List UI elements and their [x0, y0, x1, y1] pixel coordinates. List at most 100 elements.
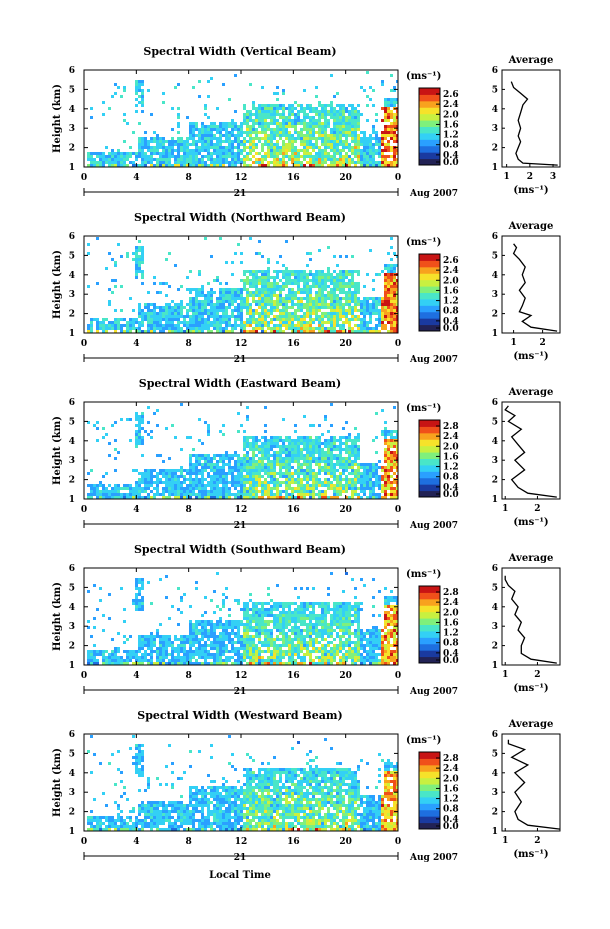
heatmap-cell — [360, 484, 363, 487]
heatmap-cell — [318, 321, 321, 324]
heatmap-cell — [213, 472, 216, 475]
heatmap-cell — [348, 457, 351, 460]
heatmap-cell — [279, 439, 282, 442]
heatmap-cell — [135, 321, 138, 324]
heatmap-cell — [249, 466, 252, 469]
heatmap-cell — [201, 650, 204, 653]
heatmap-cell — [285, 484, 288, 487]
heatmap-cell — [114, 152, 117, 155]
heatmap-cell — [192, 330, 195, 333]
heatmap-cell — [195, 493, 198, 496]
heatmap-cell — [324, 466, 327, 469]
heatmap-cell — [165, 653, 168, 656]
heatmap-cell — [258, 270, 261, 273]
heatmap-cell — [387, 140, 390, 143]
heatmap-cell — [387, 264, 390, 267]
y-tick-label: 2 — [69, 310, 75, 320]
heatmap-cell — [318, 460, 321, 463]
heatmap-cell — [159, 656, 162, 659]
heatmap-cell — [372, 125, 375, 128]
heatmap-cell — [135, 152, 138, 155]
heatmap-cell — [234, 484, 237, 487]
heatmap-cell — [306, 297, 309, 300]
heatmap-cell — [312, 110, 315, 113]
heatmap-cell — [126, 321, 129, 324]
heatmap-cell — [228, 149, 231, 152]
heatmap-cell — [303, 137, 306, 140]
heatmap-cell — [306, 439, 309, 442]
heatmap-cell — [171, 164, 174, 167]
heatmap-cell — [366, 143, 369, 146]
heatmap-cell — [153, 327, 156, 330]
heatmap-cell — [93, 161, 96, 164]
heatmap-cell — [249, 285, 252, 288]
heatmap-cell — [198, 321, 201, 324]
heatmap-cell — [219, 478, 222, 481]
heatmap-cell — [354, 481, 357, 484]
heatmap-cell — [318, 110, 321, 113]
heatmap-cell — [384, 294, 387, 297]
heatmap-cell — [384, 421, 387, 424]
heatmap-cell — [393, 149, 396, 152]
heatmap-cell — [387, 330, 390, 333]
heatmap-cell — [192, 463, 195, 466]
heatmap-cell — [360, 143, 363, 146]
heatmap-cell — [264, 113, 267, 116]
heatmap-cell — [300, 448, 303, 451]
heatmap-cell — [213, 134, 216, 137]
heatmap-cell — [336, 303, 339, 306]
heatmap-cell — [291, 460, 294, 463]
heatmap-cell — [168, 641, 171, 644]
heatmap-cell — [201, 496, 204, 499]
heatmap-cell — [396, 161, 398, 164]
heatmap-cell — [327, 472, 330, 475]
heatmap-cell — [333, 487, 336, 490]
heatmap-cell — [225, 161, 228, 164]
heatmap-cell — [243, 487, 246, 490]
heatmap-cell — [243, 300, 246, 303]
heatmap-cell — [240, 131, 243, 134]
heatmap-cell — [297, 270, 300, 273]
heatmap-cell — [168, 312, 171, 315]
heatmap-cell — [135, 424, 138, 427]
heatmap-cell — [231, 457, 234, 460]
heatmap-cell — [267, 140, 270, 143]
heatmap-cell — [348, 309, 351, 312]
heatmap-cell — [306, 487, 309, 490]
heatmap-cell — [366, 300, 369, 303]
heatmap-cell — [366, 104, 369, 107]
heatmap-cell — [207, 454, 210, 457]
heatmap-cell — [336, 297, 339, 300]
heatmap-cell — [294, 490, 297, 493]
colorbar-tick-label: 2.0 — [443, 110, 459, 120]
heatmap-cell — [309, 306, 312, 309]
heatmap-cell — [126, 487, 129, 490]
heatmap-cell — [246, 276, 249, 279]
heatmap-cell — [336, 475, 339, 478]
heatmap-cell — [186, 161, 189, 164]
heatmap-cell — [357, 137, 360, 140]
heatmap-cell — [366, 71, 369, 74]
heatmap-cell — [282, 309, 285, 312]
panel-title: Spectral Width (Southward Beam) — [134, 543, 346, 556]
heatmap-cell — [150, 155, 153, 158]
y-tick-label: 3 — [69, 456, 75, 466]
heatmap-cell — [297, 469, 300, 472]
heatmap-cell — [288, 116, 291, 119]
heatmap-cell — [231, 288, 234, 291]
heatmap-cell — [342, 164, 345, 167]
heatmap-cell — [207, 294, 210, 297]
heatmap-cell — [189, 125, 192, 128]
heatmap-cell — [342, 110, 345, 113]
heatmap-cell — [333, 291, 336, 294]
heatmap-cell — [138, 581, 141, 584]
heatmap-cell — [348, 312, 351, 315]
heatmap-cell — [333, 297, 336, 300]
heatmap-cell — [285, 240, 288, 243]
heatmap-cell — [96, 493, 99, 496]
heatmap-cell — [144, 472, 147, 475]
heatmap-cell — [219, 134, 222, 137]
heatmap-cell — [120, 662, 123, 665]
heatmap-cell — [258, 131, 261, 134]
heatmap-cell — [186, 276, 189, 279]
